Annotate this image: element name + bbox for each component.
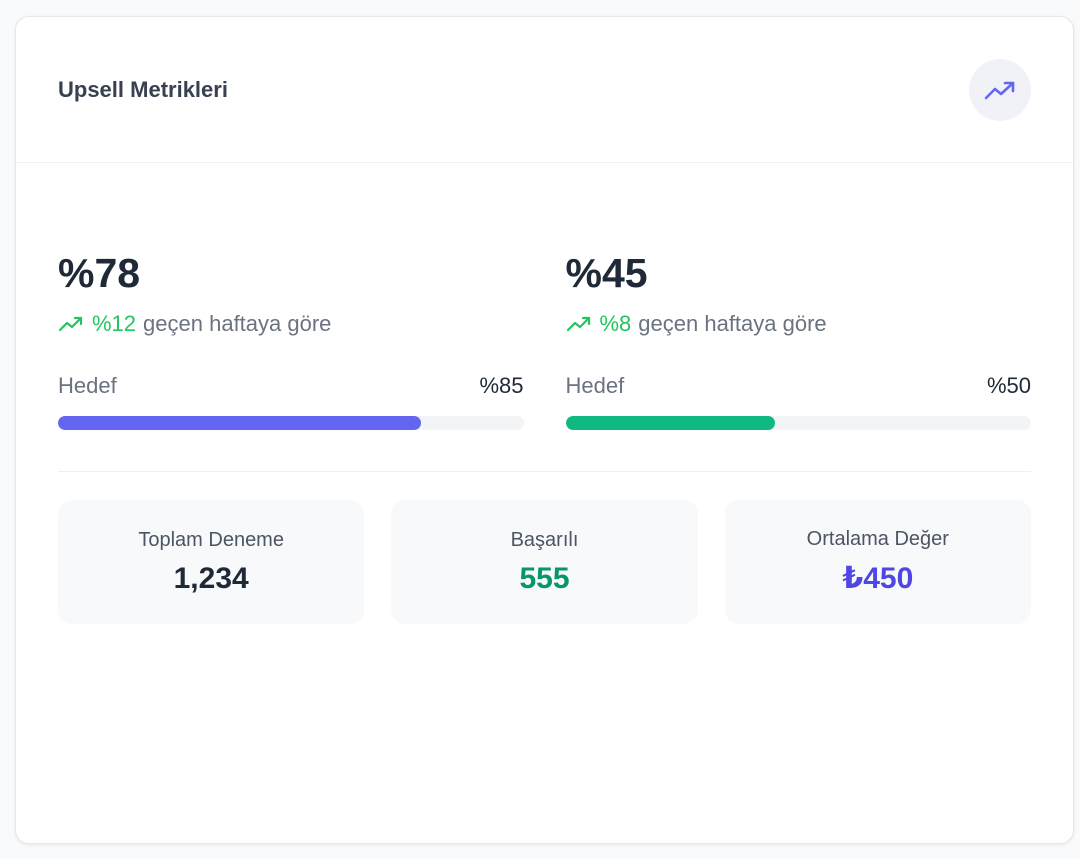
change-text: geçen haftaya göre [638,311,827,336]
progress-bar-fill [565,416,775,430]
goal-row: Hedef %85 [58,371,524,401]
metric-success-rate: %45 %8 geçen haftaya göre Hedef %50 [565,249,1032,430]
metric-value: %78 [58,250,141,296]
metric-value: %45 [565,250,648,296]
stat-label: Ortalama Değer [806,528,949,550]
trending-up-icon [566,316,592,332]
trending-up-icon [58,316,84,332]
metric-change: %8 geçen haftaya göre [566,309,1032,339]
stat-average-value: Ortalama Değer ₺450 [724,500,1031,624]
goal-value: %50 [986,373,1031,398]
goal-label: Hedef [565,373,625,398]
stat-total-attempts: Toplam Deneme 1,234 [58,500,365,624]
stat-label: Başarılı [510,528,579,551]
stat-label: Toplam Deneme [138,528,284,551]
metric-conversion: %78 %12 geçen haftaya göre Hedef %85 [58,249,524,430]
stat-value: ₺450 [842,562,914,595]
change-text: geçen haftaya göre [143,311,332,336]
progress-bar-fill [58,416,422,430]
stat-value: 1,234 [173,561,249,595]
stat-successful: Başarılı 555 [391,500,698,624]
metric-change: %12 geçen haftaya göre [58,309,524,339]
progress-bar [565,416,1031,430]
divider [58,471,1031,472]
goal-value: %85 [479,373,524,398]
change-percent: %8 [599,311,632,336]
goal-label: Hedef [58,373,117,398]
trending-up-icon [984,81,1015,99]
stat-value: 555 [519,561,570,595]
card-header: Upsell Metrikleri [16,17,1073,163]
goal-row: Hedef %50 [566,371,1032,401]
change-percent: %12 [92,311,137,336]
stats-row: Toplam Deneme 1,234 Başarılı 555 Ortalam… [58,500,1031,624]
trending-up-icon-button[interactable] [969,58,1031,121]
card-title: Upsell Metrikleri [58,76,228,102]
progress-bar [58,416,524,430]
upsell-metrics-card: Upsell Metrikleri %78 %12 [15,16,1074,844]
